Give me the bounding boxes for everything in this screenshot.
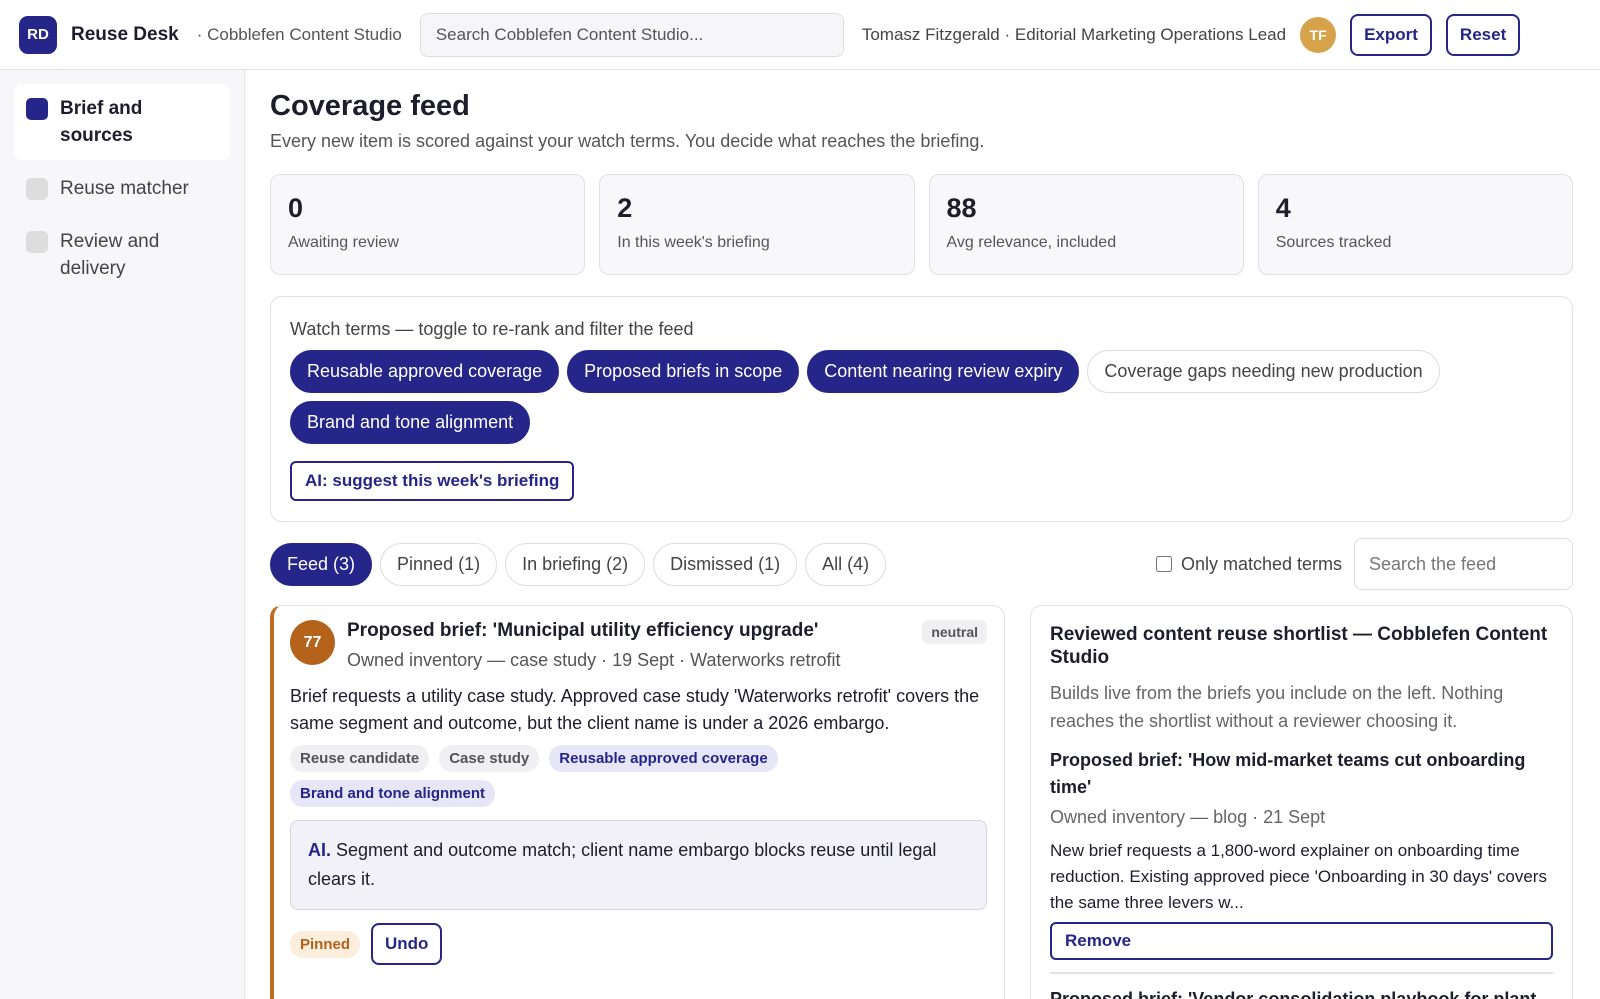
nav-label: Review and delivery (60, 231, 160, 279)
stat-card: 88 Avg relevance, included (928, 174, 1244, 275)
ai-suggest-button[interactable]: AI: suggest this week's briefing (290, 461, 575, 501)
card-heading: Proposed brief: 'Municipal utility effic… (347, 620, 841, 671)
undo-button[interactable]: Undo (371, 923, 443, 965)
avatar[interactable]: TF (1300, 16, 1337, 53)
sidebar: Brief and sources Reuse matcher Review and… (0, 70, 245, 999)
ai-note: AI. Segment and outcome match; client na… (290, 820, 987, 910)
main: Coverage feed Every new item is scored ag… (245, 70, 1600, 999)
remove-button[interactable]: Remove (1050, 922, 1553, 960)
tag: Reuse candidate (290, 745, 430, 772)
nav-label: Reuse matcher (60, 178, 189, 199)
checkbox[interactable] (1155, 556, 1172, 572)
stat-card: 2 In this week's briefing (599, 174, 915, 275)
tab[interactable]: All (4) (805, 542, 887, 586)
nav-item[interactable]: Brief and sources (14, 84, 230, 160)
app-name: Reuse Desk (71, 23, 179, 45)
shortlist: Reviewed content reuse shortlist — Cobbl… (1030, 605, 1573, 999)
nav-label: Brief and sources (60, 98, 143, 146)
nav-item[interactable]: Review and delivery (14, 217, 230, 293)
stat-label: Sources tracked (1275, 234, 1392, 251)
logo: RD (19, 15, 57, 54)
feed-card: 77 Proposed brief: 'Municipal utility eff… (270, 605, 1005, 999)
watch-terms: Watch terms — toggle to re-rank and filt… (270, 296, 1573, 522)
stat-label: Avg relevance, included (946, 234, 1117, 251)
score-badge: 77 (290, 620, 335, 665)
nav-icon (26, 231, 48, 253)
shortlist-item: Proposed brief: 'Vendor consolidation pl… (1050, 972, 1553, 999)
stat-label: Awaiting review (288, 234, 399, 251)
stat-value: 2 (617, 193, 633, 223)
tab[interactable]: Dismissed (1) (653, 542, 798, 586)
feed-search[interactable]: Search the feed (1354, 538, 1573, 590)
shortlist-title: Reviewed content reuse shortlist — Cobbl… (1050, 624, 1548, 668)
stat-value: 4 (1275, 193, 1291, 223)
card-title: Proposed brief: 'Municipal utility effic… (347, 620, 819, 641)
tag: Brand and tone alignment (290, 780, 496, 807)
item-title: Proposed brief: 'Vendor consolidation pl… (1050, 989, 1537, 999)
term-chip[interactable]: Reusable approved coverage (290, 350, 560, 393)
matched-filter: Only matched terms (1155, 553, 1342, 575)
nav-icon (26, 98, 48, 120)
sentiment-badge: neutral (922, 620, 987, 644)
card-header: 77 Proposed brief: 'Municipal utility eff… (290, 620, 987, 671)
card-footer: Pinned Undo (290, 923, 987, 965)
watch-label: Watch terms — toggle to re-rank and filt… (290, 319, 694, 339)
tab[interactable]: Feed (3) (270, 542, 373, 586)
shortlist-item: Proposed brief: 'How mid-market teams cu… (1050, 747, 1553, 960)
user-name: Tomasz Fitzgerald · Editorial Marketing … (861, 24, 1287, 44)
top-bar: RD Reuse Desk · Cobblefen Content Studio Se… (0, 0, 1600, 70)
page-subtitle: Every new item is scored against your wa… (270, 131, 985, 151)
nav-icon (26, 178, 48, 200)
item-title: Proposed brief: 'How mid-market teams cu… (1050, 750, 1526, 797)
search-box[interactable]: Search Cobblefen Content Studio... (419, 12, 844, 57)
shortlist-description: Builds live from the briefs you include … (1050, 683, 1504, 731)
header-button[interactable]: Reset (1445, 13, 1521, 56)
term-chip[interactable]: Content nearing review expiry (807, 350, 1080, 393)
feed-toolbar: Feed (3) Pinned (1) In briefing (2) Dismiss… (270, 538, 1573, 590)
term-chip[interactable]: Coverage gaps needing new production (1087, 350, 1440, 393)
stat-card: 0 Awaiting review (270, 174, 586, 275)
tab[interactable]: Pinned (1) (380, 542, 498, 586)
card-body: Brief requests a utility case study. App… (290, 686, 980, 733)
stat-value: 0 (288, 193, 304, 223)
workspace: · Cobblefen Content Studio (196, 24, 402, 44)
ai-label: AI. (308, 840, 332, 860)
chip-list: Reusable approved coverage Proposed brief… (290, 350, 1553, 444)
term-chip[interactable]: Brand and tone alignment (290, 401, 531, 444)
stat-value: 88 (946, 193, 977, 223)
nav-item[interactable]: Reuse matcher (14, 164, 230, 213)
tag-list: Reuse candidate Case study Reusable approv… (290, 745, 987, 807)
header-button[interactable]: Export (1350, 13, 1432, 56)
tab[interactable]: In briefing (2) (505, 542, 646, 586)
layout: Brief and sources Reuse matcher Review and… (0, 70, 1600, 999)
stat-card: 4 Sources tracked (1257, 174, 1573, 275)
page-title: Coverage feed (270, 90, 470, 122)
tag: Reusable approved coverage (549, 745, 778, 772)
stats: 0 Awaiting review 2 In this week's briefing… (270, 174, 1573, 275)
tag: Case study (439, 745, 540, 772)
status-badge: Pinned (290, 930, 361, 958)
term-chip[interactable]: Proposed briefs in scope (567, 350, 800, 393)
item-meta: Owned inventory — blog · 21 Sept (1050, 807, 1326, 827)
stat-label: In this week's briefing (617, 234, 770, 251)
columns: 77 Proposed brief: 'Municipal utility eff… (270, 605, 1573, 999)
card-meta: Owned inventory — case study · 19 Sept ·… (347, 650, 841, 670)
checkbox-label: Only matched terms (1180, 553, 1342, 574)
ai-text: Segment and outcome match; client name e… (308, 840, 937, 889)
item-body: New brief requests a 1,800-word explaine… (1050, 841, 1547, 912)
